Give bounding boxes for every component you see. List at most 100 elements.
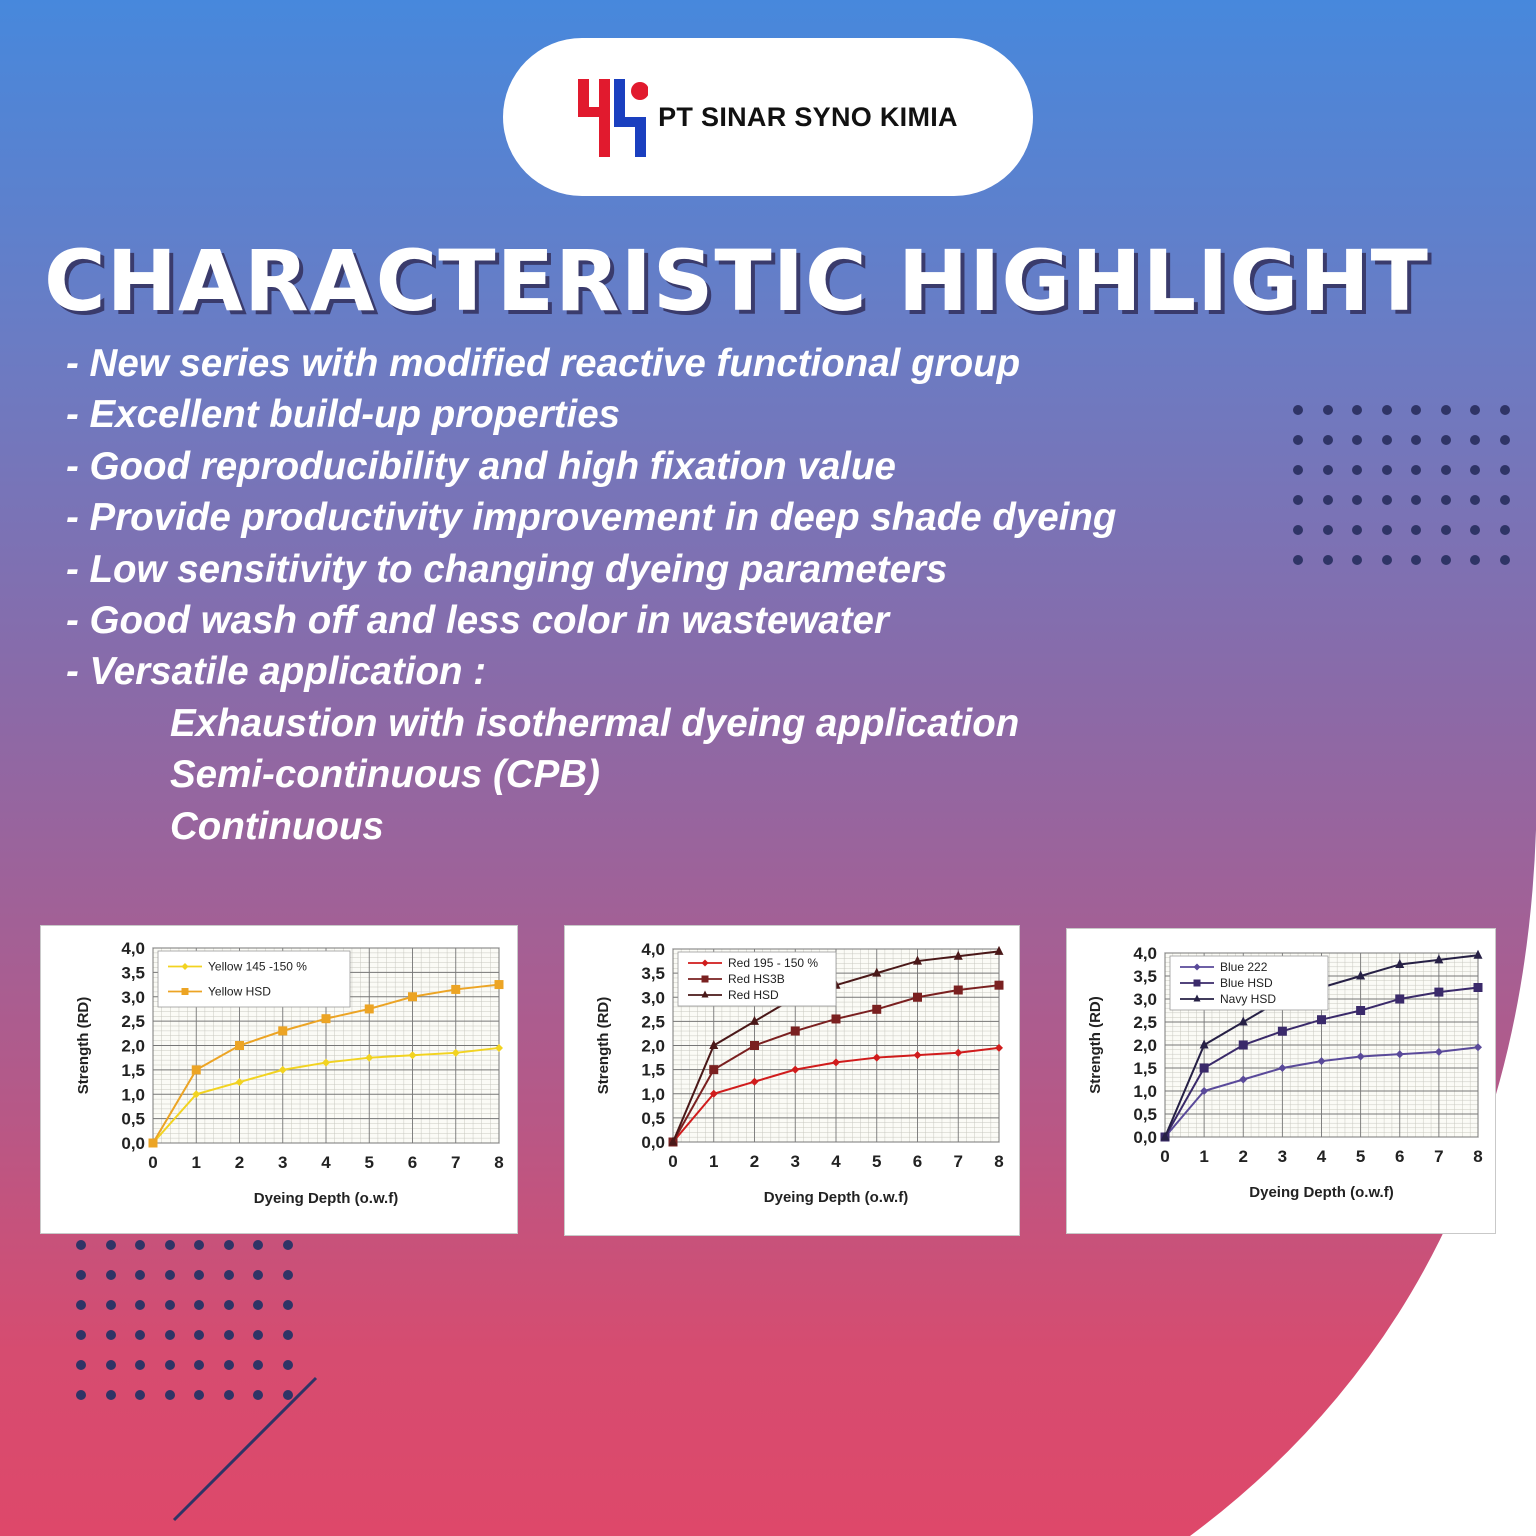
data-point (668, 1136, 678, 1146)
data-point (709, 1065, 719, 1075)
data-point (1160, 1131, 1170, 1141)
sinar-syno-kimia-logo-icon (578, 79, 649, 157)
x-tick-label: 7 (954, 1152, 963, 1171)
decorative-dot (1293, 555, 1303, 565)
application-item: Continuous (170, 804, 384, 848)
legend-label: Yellow 145 -150 % (208, 960, 307, 974)
decorative-dot (194, 1330, 204, 1340)
decorative-dot (1470, 405, 1480, 415)
y-tick-label: 2,5 (641, 1012, 665, 1031)
page-title: CHARACTERISTIC HIGHLIGHT (44, 232, 1429, 330)
x-tick-label: 0 (148, 1153, 157, 1172)
x-tick-label: 4 (321, 1153, 331, 1172)
decorative-dot (282, 1240, 293, 1250)
decorative-dot (1381, 525, 1392, 535)
x-tick-label: 5 (872, 1152, 881, 1171)
application-item: Exhaustion with isothermal dyeing applic… (170, 701, 1020, 745)
x-axis-label: Dyeing Depth (o.w.f) (764, 1189, 908, 1206)
decorative-dot (1440, 525, 1451, 535)
decorative-dot (1352, 555, 1362, 565)
data-point (1395, 1050, 1404, 1059)
data-point (278, 1065, 287, 1074)
x-tick-label: 2 (750, 1152, 759, 1171)
data-point (451, 984, 461, 994)
series (148, 980, 504, 1148)
decorative-dot (1322, 555, 1333, 565)
decorative-dot (223, 1270, 234, 1280)
decorative-dot (135, 1390, 145, 1400)
strength-chart-yellow: 0 1 2 3 4 5 6 7 8 0,0 0,5 1,0 1,5 2,0 2,5 3,0 3,5 4,0 Dyei… (40, 925, 518, 1234)
decorative-dot (282, 1300, 293, 1310)
data-point (750, 1077, 759, 1086)
data-point (953, 950, 963, 960)
decorative-dot (282, 1360, 293, 1370)
y-tick-label: 0,5 (641, 1109, 665, 1128)
data-point (1473, 983, 1483, 992)
decorative-dot (164, 1330, 175, 1340)
major-grid (1164, 952, 1479, 1138)
decorative-dot (1440, 465, 1451, 475)
decorative-dot (1381, 435, 1392, 445)
data-point (953, 985, 963, 995)
highlight-item: - Excellent build-up properties (66, 393, 621, 437)
series (669, 1043, 1003, 1146)
y-tick-label: 3,5 (1133, 967, 1157, 986)
data-point (1200, 1087, 1209, 1095)
legend-box (157, 950, 351, 1008)
data-point (1239, 1075, 1248, 1084)
decorative-dot (135, 1240, 145, 1250)
decorative-dot (282, 1390, 293, 1400)
decorative-dot (1499, 435, 1510, 445)
x-tick-label: 1 (709, 1152, 718, 1171)
decorative-dot (1352, 435, 1362, 445)
y-tick-label: 0,0 (121, 1134, 145, 1153)
decorative-dot (76, 1390, 86, 1400)
data-point (790, 1026, 800, 1036)
data-point (1395, 994, 1405, 1004)
highlight-item: - Good wash off and less color in wastew… (66, 599, 889, 643)
y-axis-label: Strength (RD) (595, 997, 612, 1095)
data-point (954, 1048, 963, 1057)
x-tick-label: 0 (1160, 1147, 1169, 1166)
y-tick-label: 3,0 (641, 988, 665, 1007)
legend-label: Red HSD (728, 988, 779, 1002)
decorative-dot (135, 1330, 145, 1340)
decorative-dot (253, 1330, 263, 1340)
x-tick-label: 5 (1356, 1147, 1365, 1166)
decorative-dot (105, 1360, 116, 1370)
x-tick-label: 1 (1199, 1147, 1208, 1166)
decorative-dot (282, 1270, 293, 1280)
x-axis-label: Dyeing Depth (o.w.f) (254, 1190, 398, 1207)
decorative-dot (1381, 555, 1392, 565)
highlight-list: - New series with modified reactive func… (66, 338, 1116, 852)
data-point (872, 967, 882, 977)
data-point (1473, 949, 1483, 959)
x-tick-label: 6 (1395, 1147, 1404, 1166)
data-point (1193, 963, 1201, 971)
y-tick-label: 4,0 (1133, 944, 1157, 963)
decorative-dot (105, 1300, 116, 1310)
decorative-dot (1499, 405, 1510, 415)
data-point (451, 1048, 460, 1057)
decorative-dot (282, 1330, 293, 1340)
data-point (365, 1053, 374, 1062)
decorative-dot (223, 1390, 234, 1400)
application-item: Semi-continuous (CPB) (170, 753, 600, 797)
decorative-dot (223, 1330, 234, 1340)
strength-chart-red: 0 1 2 3 4 5 6 7 8 0,0 0,5 1,0 1,5 2,0 2,5 3,0 3,5 4,0 Dyei… (564, 925, 1020, 1236)
y-tick-label: 3,5 (121, 963, 145, 982)
legend-label: Red 195 - 150 % (728, 956, 818, 970)
decorative-dot (1499, 495, 1510, 505)
decorative-dot (164, 1390, 175, 1400)
y-axis-label: Strength (RD) (1087, 996, 1104, 1094)
data-point (831, 1014, 841, 1024)
data-point (148, 1138, 158, 1148)
decorative-dot (194, 1360, 204, 1370)
x-tick-label: 5 (365, 1153, 374, 1172)
decorative-dot (1322, 525, 1333, 535)
decorative-dot (1381, 465, 1392, 475)
decorative-dot (135, 1360, 145, 1370)
data-point (1474, 1043, 1482, 1052)
data-point (181, 963, 189, 970)
data-point (701, 975, 709, 983)
